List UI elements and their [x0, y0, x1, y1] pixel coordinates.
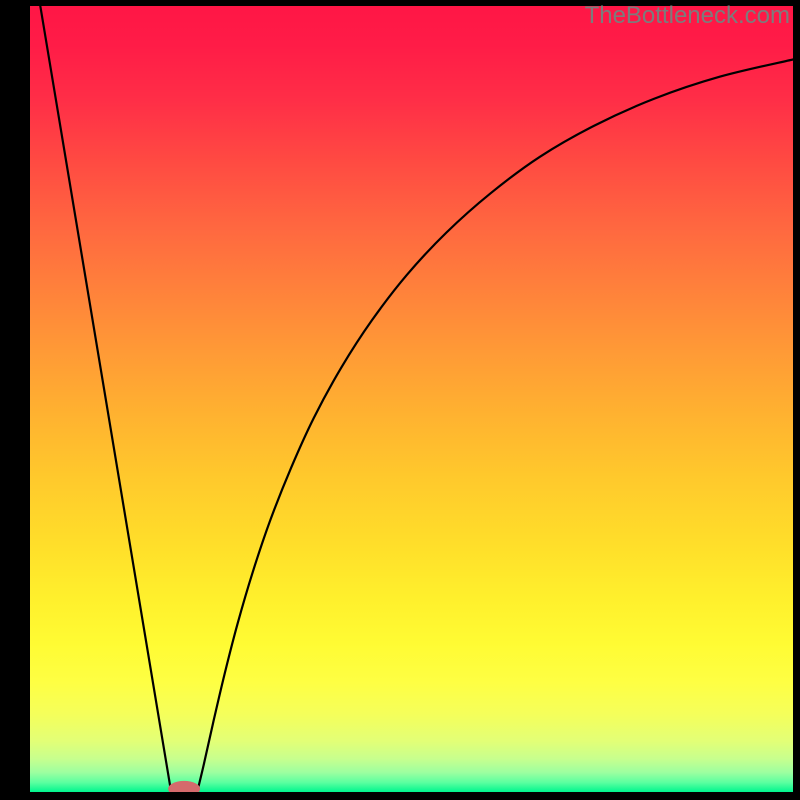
- curve-left-branch: [40, 6, 171, 792]
- watermark-text: TheBottleneck.com: [585, 2, 790, 30]
- optimum-marker: [168, 781, 200, 792]
- bottleneck-curve: [30, 6, 793, 792]
- chart-container: TheBottleneck.com: [0, 0, 800, 800]
- curve-right-branch: [198, 59, 793, 789]
- plot-area: [30, 6, 793, 792]
